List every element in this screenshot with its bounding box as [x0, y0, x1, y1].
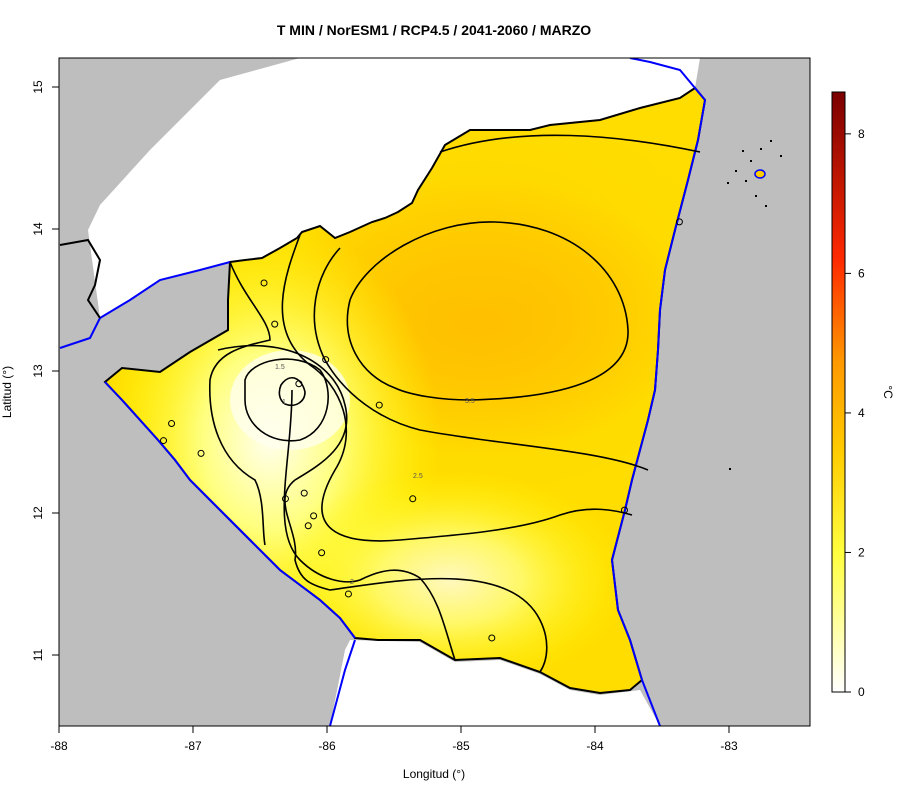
plot-frame: [58, 57, 811, 727]
honduras-border: [59, 238, 102, 319]
corn-island: [754, 169, 766, 179]
contour-label-2: 2: [350, 579, 354, 586]
x-tick-label: -84: [586, 739, 604, 753]
colorbar-unit: °C: [881, 385, 895, 399]
contour-label-1: 1: [282, 399, 286, 406]
contour-label-2.5: 2.5: [413, 473, 423, 480]
caribbean-coastline: [610, 87, 707, 726]
station-marker: [271, 320, 279, 328]
y-tick-label: 12: [31, 506, 45, 520]
colorbar-tick-label: 6: [858, 266, 865, 280]
y-tick-label: 14: [31, 222, 45, 236]
colorbar-tick-label: 2: [858, 545, 865, 559]
station-marker: [300, 489, 308, 497]
station-marker: [310, 512, 318, 520]
northern-white-region: [88, 58, 700, 318]
station-marker: [322, 356, 330, 364]
station-marker: [281, 495, 289, 503]
station-marker: [304, 522, 312, 530]
station-marker: [344, 590, 352, 598]
chart-title: T MIN / NorESM1 / RCP4.5 / 2041-2060 / M…: [277, 22, 591, 38]
colorbar-tick-label: 8: [858, 127, 865, 141]
y-tick-label: 13: [31, 364, 45, 378]
contour-1.5: [244, 358, 329, 442]
station-marker: [488, 634, 496, 642]
gulf-coastline: [59, 261, 231, 349]
station-marker: [160, 437, 168, 445]
contour-2-south: [217, 344, 548, 673]
x-axis-ticks: -88 -87 -86 -85 -84 -83: [50, 726, 738, 753]
x-axis-label: Longitud (°): [403, 767, 465, 781]
station-marker: [168, 420, 176, 428]
station-markers: [160, 218, 683, 642]
station-marker: [409, 495, 417, 503]
y-axis-label: Latitud (°): [0, 366, 14, 418]
north-coastline: [629, 58, 696, 89]
station-marker: [295, 380, 303, 388]
y-axis-ticks: 11 12 13 14 15: [31, 80, 59, 661]
contour-lines: [208, 134, 701, 673]
contour-2-outer: [283, 389, 456, 661]
x-tick-label: -88: [50, 739, 68, 753]
y-tick-label: 15: [31, 80, 45, 94]
contour-3-north: [439, 134, 701, 153]
contour-label-3.5: 3.5: [465, 398, 475, 405]
contour-3-west: [313, 247, 649, 471]
station-marker: [197, 449, 205, 457]
station-marker: [620, 506, 628, 514]
contour-3.5: [346, 221, 629, 401]
station-marker: [375, 401, 383, 409]
caribbean-islands: [727, 140, 782, 470]
x-tick-label: -85: [452, 739, 470, 753]
pacific-coastline: [104, 381, 356, 639]
colorbar-ticks: 0 2 4 6 8: [845, 127, 865, 699]
y-tick-label: 11: [31, 648, 45, 661]
x-tick-label: -83: [720, 739, 738, 753]
x-tick-label: -87: [184, 739, 202, 753]
south-coastline: [329, 639, 356, 726]
station-marker: [675, 218, 683, 226]
contour-2-inner: [208, 261, 271, 546]
contour-label-1.5: 1.5: [275, 364, 285, 371]
station-marker: [260, 279, 268, 287]
colorbar-tick-label: 4: [858, 406, 865, 420]
station-marker: [318, 549, 326, 557]
colorbar: [831, 91, 846, 693]
x-tick-label: -86: [318, 739, 336, 753]
southern-white-region: [330, 640, 660, 726]
colorbar-tick-label: 0: [858, 685, 865, 699]
contour-1: [278, 377, 306, 407]
contour-2.5: [281, 234, 633, 542]
